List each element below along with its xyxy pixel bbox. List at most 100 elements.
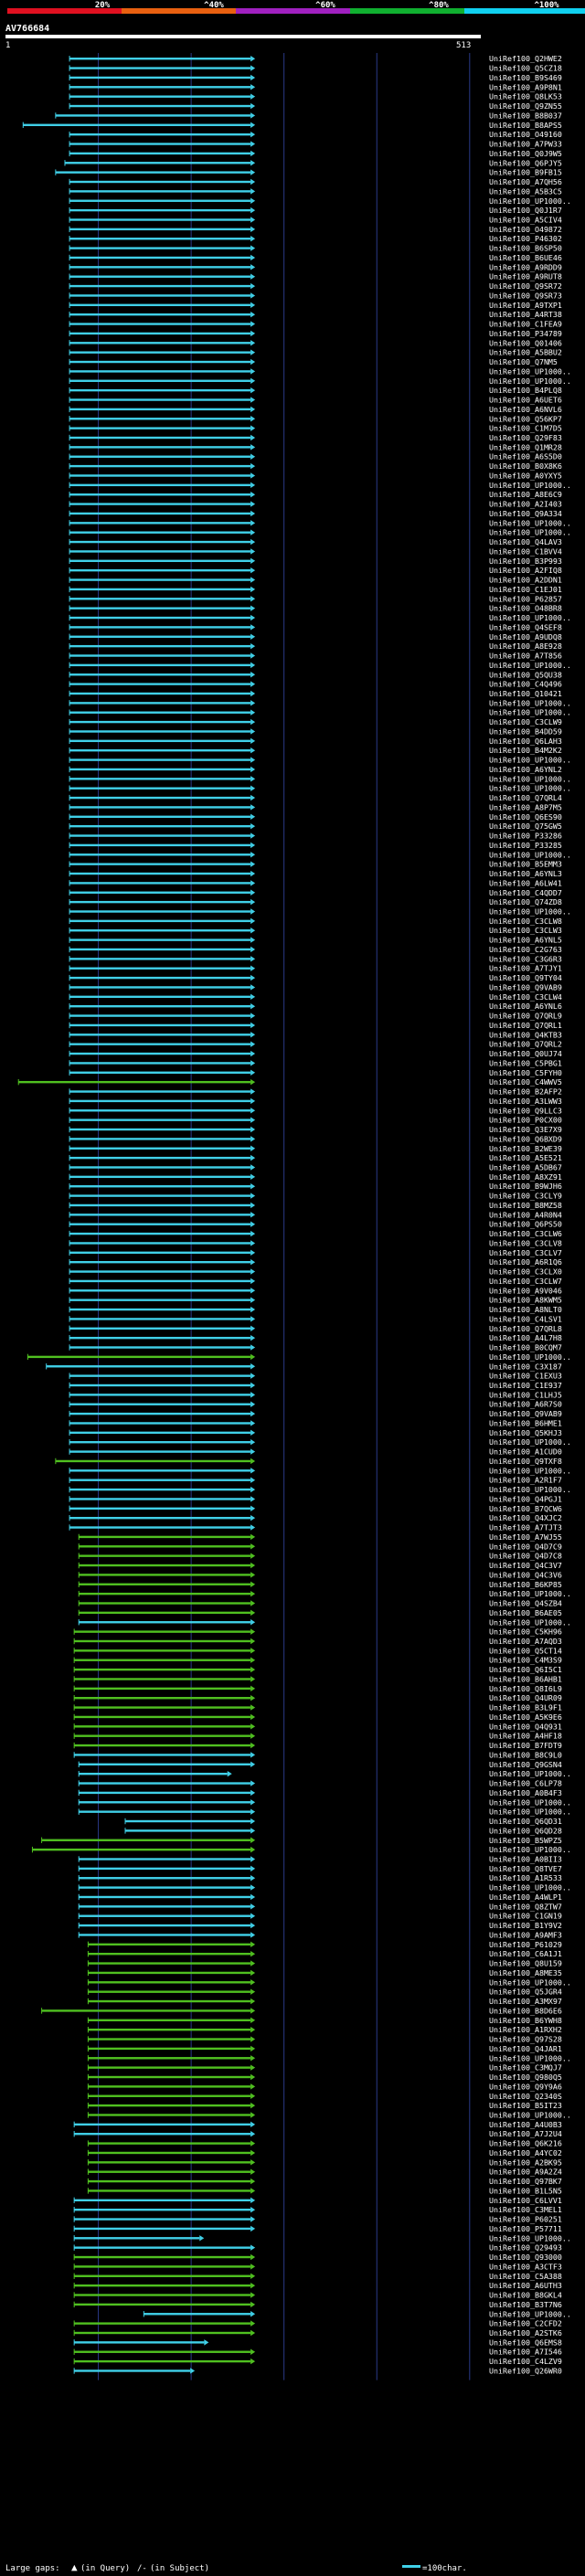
hit-row[interactable] (69, 937, 256, 943)
hit-label[interactable]: UniRef100_UP1000.. (489, 698, 571, 707)
hit-row[interactable] (69, 548, 256, 555)
hit-label[interactable]: UniRef100_UP1000.. (489, 1769, 571, 1778)
hit-row[interactable] (73, 1695, 256, 1701)
hit-row[interactable] (69, 700, 256, 706)
hit-row[interactable] (69, 472, 256, 479)
hit-label[interactable]: UniRef100_C3CLW3 (489, 926, 562, 935)
hit-row[interactable] (73, 2368, 196, 2374)
hit-row[interactable] (69, 1334, 256, 1341)
hit-row[interactable] (69, 652, 256, 659)
hit-row[interactable] (73, 2244, 256, 2251)
hit-label[interactable]: UniRef100_C4Q496 (489, 680, 562, 689)
hit-label[interactable]: UniRef100_B6SP50 (489, 244, 562, 253)
hit-row[interactable] (69, 1126, 256, 1133)
hit-label[interactable]: UniRef100_Q8LK53 (489, 92, 562, 101)
hit-row[interactable] (78, 1913, 256, 1919)
hit-label[interactable]: UniRef100_B2AFP2 (489, 1087, 562, 1097)
hit-row[interactable] (69, 538, 256, 546)
hit-row[interactable] (69, 1240, 256, 1246)
hit-row[interactable] (87, 1998, 256, 2005)
hit-row[interactable] (69, 690, 256, 697)
hit-row[interactable] (78, 1581, 256, 1587)
hit-label[interactable]: UniRef100_Q980Q5 (489, 2072, 562, 2082)
hit-label[interactable]: UniRef100_Q4JAR1 (489, 2044, 562, 2053)
hit-label[interactable]: UniRef100_Q8TVE7 (489, 1864, 562, 1873)
hit-label[interactable]: UniRef100_Q4Q931 (489, 1722, 562, 1731)
hit-label[interactable]: UniRef100_UP1000.. (489, 1466, 571, 1475)
hit-row[interactable] (69, 1050, 256, 1057)
hit-label[interactable]: UniRef100_A7QH56 (489, 177, 562, 186)
hit-row[interactable] (73, 2263, 256, 2270)
hit-row[interactable] (69, 273, 256, 280)
hit-row[interactable] (69, 102, 256, 110)
hit-row[interactable] (69, 709, 256, 716)
hit-label[interactable]: UniRef100_Q6LAH3 (489, 737, 562, 746)
hit-label[interactable]: UniRef100_C3MQJ7 (489, 2063, 562, 2072)
hit-row[interactable] (87, 1979, 256, 1986)
hit-row[interactable] (69, 1108, 256, 1114)
hit-row[interactable] (69, 1164, 256, 1171)
hit-row[interactable] (69, 1088, 256, 1095)
hit-row[interactable] (69, 757, 256, 763)
hit-row[interactable] (78, 1884, 256, 1891)
hit-row[interactable] (69, 718, 256, 726)
hit-row[interactable] (87, 2178, 256, 2185)
hit-label[interactable]: UniRef100_Q7NM5 (489, 357, 558, 366)
hit-row[interactable] (87, 2168, 256, 2175)
hit-row[interactable] (69, 1382, 256, 1389)
hit-row[interactable] (69, 1212, 256, 1218)
hit-label[interactable]: UniRef100_A6UET6 (489, 396, 562, 405)
hit-row[interactable] (69, 510, 256, 517)
hit-label[interactable]: UniRef100_B9FB15 (489, 168, 562, 177)
hit-row[interactable] (87, 2102, 256, 2109)
hit-label[interactable]: UniRef100_C5FYH0 (489, 1068, 562, 1077)
hit-row[interactable] (87, 2159, 256, 2166)
hit-row[interactable] (87, 1988, 256, 1995)
hit-label[interactable]: UniRef100_Q2340S (489, 2092, 562, 2101)
hit-row[interactable] (87, 2188, 256, 2194)
hit-label[interactable]: UniRef100_A6S5D0 (489, 452, 562, 461)
hit-label[interactable]: UniRef100_A7AQD3 (489, 1637, 562, 1646)
hit-row[interactable] (69, 1410, 256, 1417)
hit-row[interactable] (69, 349, 256, 355)
hit-label[interactable]: UniRef100_Q8I6L9 (489, 1684, 562, 1693)
hit-label[interactable]: UniRef100_B6UE46 (489, 253, 562, 262)
hit-row[interactable] (69, 747, 256, 754)
hit-label[interactable]: UniRef100_Q6EMS8 (489, 2337, 562, 2347)
hit-row[interactable] (73, 1723, 256, 1730)
hit-label[interactable]: UniRef100_Q9A334 (489, 509, 562, 518)
hit-label[interactable]: UniRef100_B6AHB1 (489, 1674, 562, 1683)
hit-label[interactable]: UniRef100_C4LZV9 (489, 2357, 562, 2366)
hit-label[interactable]: UniRef100_Q5CZ18 (489, 64, 562, 73)
hit-label[interactable]: UniRef100_Q56KP7 (489, 414, 562, 423)
hit-row[interactable] (69, 292, 256, 299)
hit-row[interactable] (73, 2131, 256, 2137)
hit-label[interactable]: UniRef100_Q26WR0 (489, 2366, 562, 2375)
hit-row[interactable] (87, 2112, 256, 2118)
hit-label[interactable]: UniRef100_B1Y9V2 (489, 1921, 562, 1930)
hit-row[interactable] (73, 2339, 209, 2346)
hit-label[interactable]: UniRef100_B5IT23 (489, 2101, 562, 2110)
hit-row[interactable] (69, 557, 256, 565)
hit-label[interactable]: UniRef100_P33285 (489, 841, 562, 850)
hit-label[interactable]: UniRef100_C1EJ01 (489, 585, 562, 594)
hit-label[interactable]: UniRef100_B8C9L0 (489, 1750, 562, 1759)
hit-label[interactable]: UniRef100_UP1000.. (489, 2309, 571, 2318)
hit-row[interactable] (69, 282, 256, 290)
hit-label[interactable]: UniRef100_C4WWV5 (489, 1077, 562, 1087)
hit-label[interactable]: UniRef100_Q6ES90 (489, 812, 562, 822)
hit-label[interactable]: UniRef100_A7TJY1 (489, 964, 562, 973)
hit-row[interactable] (69, 84, 256, 90)
hit-row[interactable] (69, 1202, 256, 1209)
hit-row[interactable] (73, 1713, 256, 1721)
hit-label[interactable]: UniRef100_UP1000.. (489, 2233, 571, 2242)
hit-label[interactable]: UniRef100_C3CLX0 (489, 1267, 562, 1277)
hit-label[interactable]: UniRef100_UP1000.. (489, 613, 571, 622)
hit-row[interactable] (64, 160, 256, 166)
hit-row[interactable] (78, 1553, 256, 1559)
hit-label[interactable]: UniRef100_A2STK6 (489, 2328, 562, 2337)
hit-label[interactable]: UniRef100_C3CLW7 (489, 1277, 562, 1286)
hit-row[interactable] (69, 1401, 256, 1407)
hit-row[interactable] (87, 2055, 256, 2062)
hit-label[interactable]: UniRef100_UP1000.. (489, 2053, 571, 2062)
